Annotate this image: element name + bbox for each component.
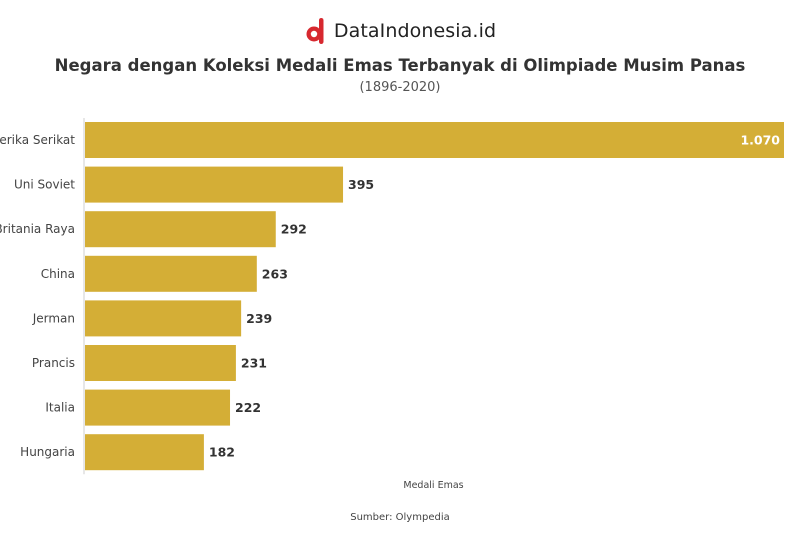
- source-note: Sumber: Olympedia: [350, 512, 450, 523]
- category-label: Uni Soviet: [14, 178, 75, 192]
- chart-title: Negara dengan Koleksi Medali Emas Terban…: [54, 56, 746, 75]
- value-label: 222: [235, 400, 261, 415]
- bar: [85, 255, 257, 292]
- value-label: 231: [241, 356, 267, 371]
- category-label: Prancis: [32, 356, 75, 370]
- bar: [85, 300, 242, 337]
- value-label: 292: [281, 222, 307, 237]
- category-label: Britania Raya: [0, 222, 75, 236]
- category-label: Jerman: [32, 311, 75, 325]
- value-label: 239: [246, 311, 272, 326]
- category-label: Hungaria: [20, 445, 75, 459]
- value-label: 1.070: [740, 133, 780, 148]
- category-label: Italia: [45, 401, 75, 415]
- dataindonesia-logo-icon: [306, 18, 324, 44]
- category-label: Amerika Serikat: [0, 133, 75, 147]
- category-label: China: [41, 267, 75, 281]
- value-label: 263: [262, 266, 288, 281]
- value-label: 182: [209, 445, 235, 460]
- bar: [85, 434, 204, 471]
- bar: [85, 122, 784, 158]
- bar: [85, 211, 276, 248]
- brand-name: DataIndonesia.id: [333, 20, 497, 42]
- chart-subtitle: (1896-2020): [359, 80, 441, 95]
- bar: [85, 345, 236, 381]
- x-axis-title: Medali Emas: [403, 480, 463, 491]
- value-label: 395: [348, 177, 374, 192]
- brand-header: DataIndonesia.id: [0, 18, 800, 44]
- bar: [85, 389, 231, 426]
- bar: [85, 166, 344, 203]
